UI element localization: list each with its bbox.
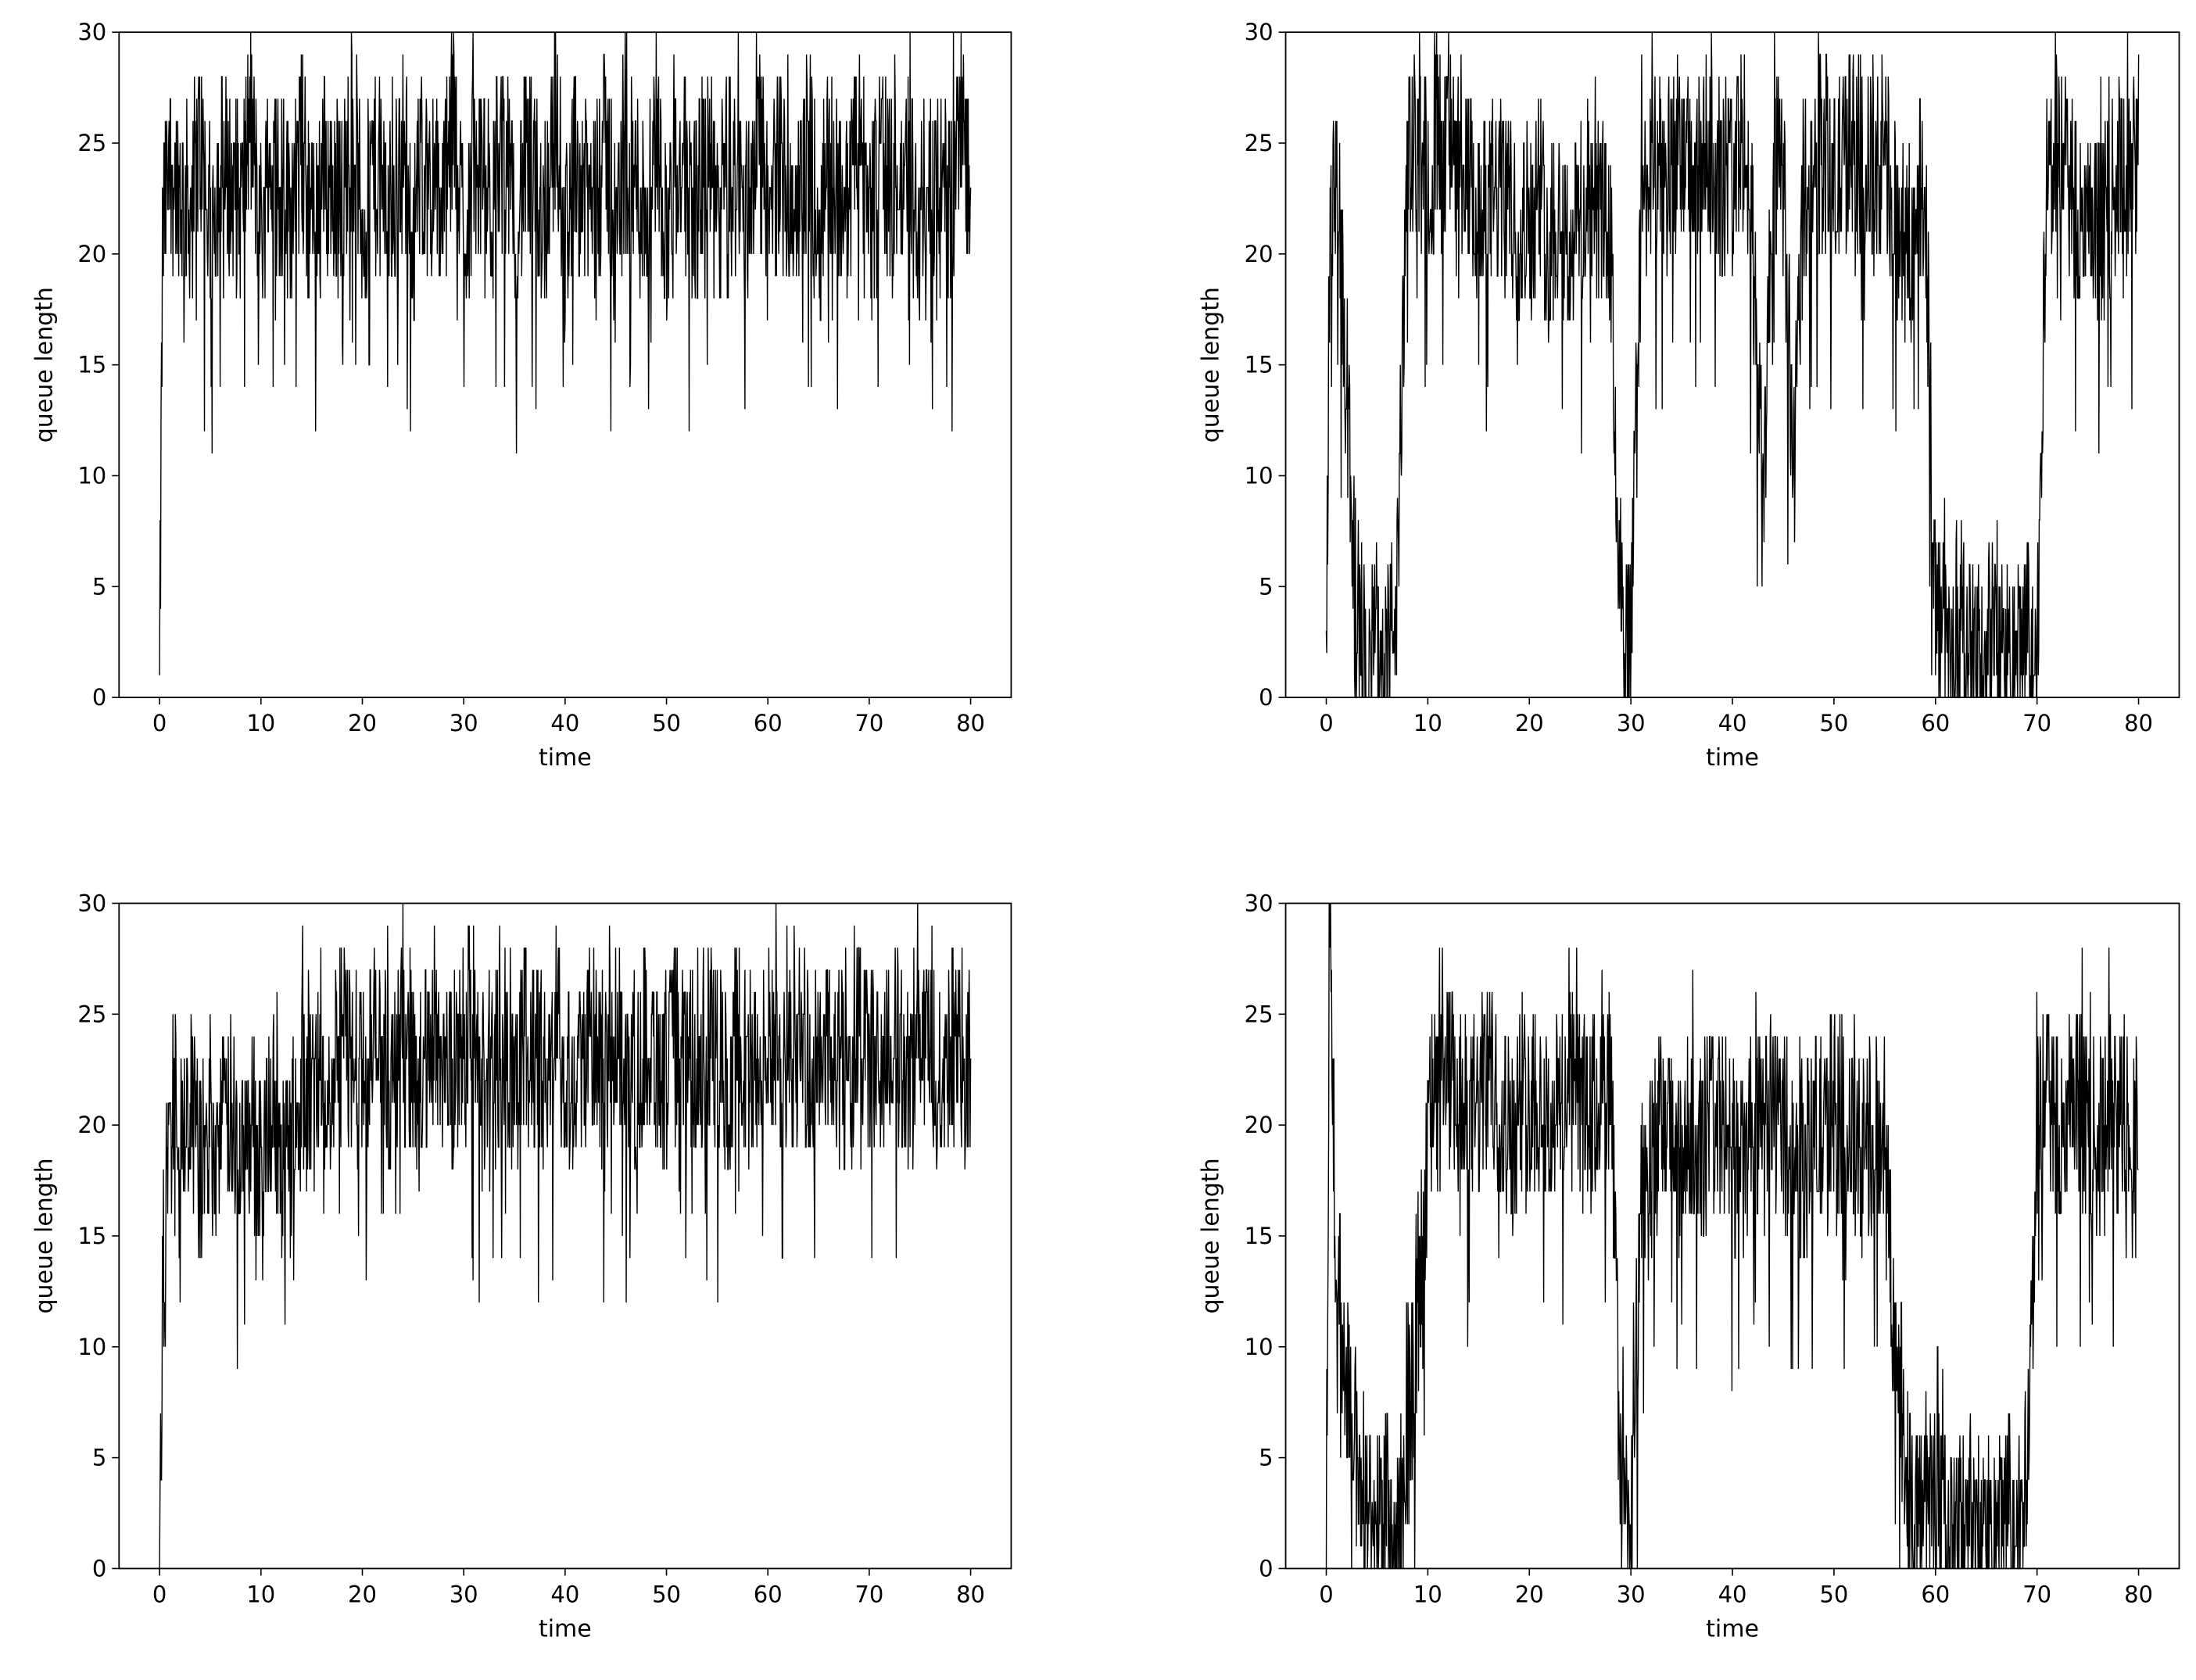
series-line-2-1 [1325,32,2140,698]
subplot-1: 0 10 20 30 40 50 60 70 80 0 5 10 15 20 25 30 time queue l… [30,19,1012,772]
x-tick-label: 0 [152,1581,167,1607]
y-tick-label: 0 [1259,684,1273,711]
y-tick-label: 15 [1245,352,1274,378]
y-axis-label: queue length [1198,287,1225,442]
x-axis-label: time [1706,744,1759,772]
y-tick-label: 30 [1245,890,1274,916]
x-tick-label: 30 [1617,710,1646,736]
x-tick-label: 50 [1819,710,1848,736]
y-tick-label: 20 [1245,241,1274,267]
x-tick-label: 50 [1819,1581,1848,1607]
y-tick-label: 5 [1259,1445,1273,1471]
x-tick-label: 0 [1319,710,1333,736]
y-tick-label: 0 [1259,1555,1273,1581]
y-tick-label: 0 [92,684,106,711]
y-tick-label: 20 [77,1112,106,1138]
x-tick-label: 80 [956,710,985,736]
x-tick-label: 70 [2022,1581,2051,1607]
y-tick-label: 25 [77,1001,106,1027]
x-tick-label: 40 [550,1581,579,1607]
y-tick-label: 5 [92,1445,106,1471]
y-tick-label: 5 [1259,573,1273,600]
y-tick-label: 10 [1245,1334,1274,1360]
x-tick-label: 70 [2022,710,2051,736]
x-tick-label: 60 [754,710,783,736]
subplot-3: 0 10 20 30 40 50 60 70 80 0 5 10 15 20 25 30 time queue l… [30,890,1012,1642]
y-tick-label: 10 [77,1334,106,1360]
series-line-4-1 [1325,902,2139,1570]
x-tick-label: 10 [246,1581,275,1607]
x-tick-label: 30 [450,710,478,736]
x-tick-label: 60 [1921,1581,1950,1607]
y-axis-label: queue length [1198,1158,1225,1313]
y-tick-label: 30 [77,890,106,916]
x-tick-label: 10 [1413,1581,1442,1607]
y-tick-label: 0 [92,1555,106,1581]
x-tick-label: 40 [1718,1581,1747,1607]
x-tick-label: 60 [754,1581,783,1607]
x-tick-label: 30 [450,1581,478,1607]
y-tick-label: 20 [1245,1112,1274,1138]
y-axis-label: queue length [30,287,58,442]
x-tick-label: 50 [652,710,681,736]
y-tick-label: 20 [77,241,106,267]
y-tick-label: 15 [1245,1223,1274,1249]
x-tick-label: 20 [1515,1581,1544,1607]
x-tick-label: 80 [2124,1581,2153,1607]
x-tick-label: 40 [550,710,579,736]
y-tick-label: 25 [1245,1001,1274,1027]
series-line-1-1 [159,32,972,675]
x-axis-label: time [539,1615,592,1642]
x-tick-label: 50 [652,1581,681,1607]
y-tick-label: 15 [77,352,106,378]
y-tick-label: 30 [77,19,106,45]
y-tick-label: 25 [1245,130,1274,156]
x-tick-label: 40 [1718,710,1747,736]
x-tick-label: 0 [1319,1581,1333,1607]
x-tick-label: 20 [348,1581,377,1607]
subplot-2: 0 10 20 30 40 50 60 70 80 0 5 10 15 20 25 30 time queue l… [1198,19,2180,772]
x-tick-label: 60 [1921,710,1950,736]
x-tick-label: 70 [854,1581,883,1607]
y-tick-label: 15 [77,1223,106,1249]
x-tick-label: 80 [2124,710,2153,736]
x-axis-label: time [539,744,592,772]
y-tick-label: 10 [1245,462,1274,489]
x-tick-label: 70 [854,710,883,736]
x-tick-label: 20 [348,710,377,736]
y-tick-label: 10 [77,462,106,489]
x-tick-label: 10 [1413,710,1442,736]
x-axis-label: time [1706,1615,1759,1642]
series-line-3-1 [159,903,972,1569]
x-tick-label: 20 [1515,710,1544,736]
subplot-4: 0 10 20 30 40 50 60 70 80 0 5 10 15 20 25 30 time queue l… [1198,890,2180,1642]
x-tick-label: 10 [246,710,275,736]
y-tick-label: 25 [77,130,106,156]
x-tick-label: 80 [956,1581,985,1607]
y-axis-label: queue length [30,1158,58,1313]
x-tick-label: 30 [1617,1581,1646,1607]
x-tick-label: 0 [152,710,167,736]
y-tick-label: 30 [1245,19,1274,45]
y-tick-label: 5 [92,573,106,600]
